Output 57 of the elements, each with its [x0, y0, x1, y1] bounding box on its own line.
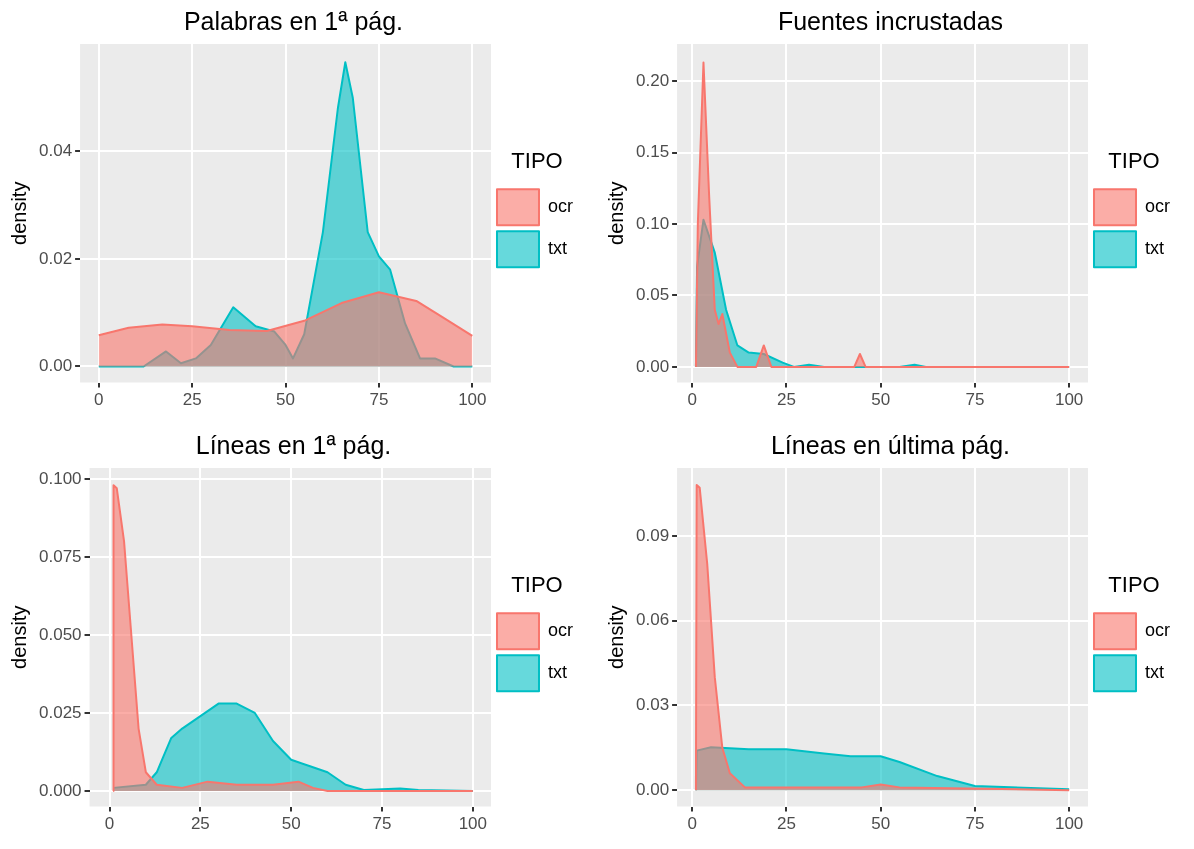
y-tick-label: 0.025 [38, 702, 82, 722]
y-tick-label: 0.00 [38, 356, 73, 376]
legend-label: txt [548, 238, 568, 259]
x-tick-label: 0 [687, 814, 697, 834]
y-tick-label: 0.09 [635, 525, 670, 545]
legend-label: ocr [1145, 620, 1171, 641]
x-tick-label: 50 [871, 390, 891, 410]
y-tick-label: 0.03 [635, 695, 670, 715]
y-tick-label: 0.05 [635, 285, 670, 305]
x-tick-label: 100 [458, 390, 487, 410]
legend-label: txt [1145, 662, 1165, 683]
y-axis-title: density [7, 605, 30, 669]
y-tick-label: 0.04 [38, 141, 73, 161]
chart-title: Fuentes incrustadas [777, 6, 1004, 35]
y-tick-label: 0.15 [635, 142, 670, 162]
y-tick-label: 0.00 [635, 356, 670, 376]
chart-title: Líneas en última pág. [770, 430, 1011, 459]
x-tick-label: 0 [687, 390, 697, 410]
legend-title: TIPO [1108, 571, 1160, 597]
legend-title: TIPO [1108, 147, 1160, 173]
y-tick-label: 0.100 [38, 468, 82, 488]
x-tick-label: 0 [104, 814, 115, 834]
legend-title: TIPO [511, 147, 563, 173]
x-tick-label: 100 [458, 814, 488, 834]
chart-title: Líneas en 1ª pág. [195, 430, 392, 459]
y-tick-label: 0.000 [38, 780, 82, 800]
legend-label: ocr [548, 620, 574, 641]
y-tick-label: 0.20 [635, 70, 670, 90]
y-axis-title: density [604, 605, 627, 669]
y-tick-label: 0.06 [635, 610, 670, 630]
x-tick-label: 75 [372, 814, 392, 834]
x-tick-label: 50 [281, 814, 301, 834]
legend-title: TIPO [511, 571, 563, 597]
y-tick-label: 0.050 [38, 624, 82, 644]
x-tick-label: 75 [369, 390, 389, 410]
y-tick-label: 0.075 [38, 546, 82, 566]
legend-label: txt [548, 662, 568, 683]
x-tick-label: 25 [776, 390, 796, 410]
x-tick-label: 100 [1054, 814, 1084, 834]
x-tick-label: 0 [94, 390, 104, 410]
x-tick-label: 75 [965, 814, 985, 834]
legend-label: ocr [1145, 196, 1171, 217]
chart-title: Palabras en 1ª pág. [183, 6, 404, 35]
legend-label: txt [1145, 238, 1165, 259]
x-tick-label: 100 [1054, 390, 1084, 410]
x-tick-label: 50 [871, 814, 891, 834]
x-tick-label: 25 [190, 814, 210, 834]
y-tick-label: 0.02 [38, 248, 73, 268]
x-tick-label: 50 [276, 390, 295, 410]
x-tick-label: 75 [965, 390, 985, 410]
x-tick-label: 25 [776, 814, 796, 834]
x-tick-label: 25 [182, 390, 202, 410]
y-tick-label: 0.10 [635, 213, 670, 233]
legend-label: ocr [548, 196, 574, 217]
y-axis-title: density [7, 181, 30, 245]
y-axis-title: density [604, 181, 627, 245]
y-tick-label: 0.00 [635, 779, 670, 799]
